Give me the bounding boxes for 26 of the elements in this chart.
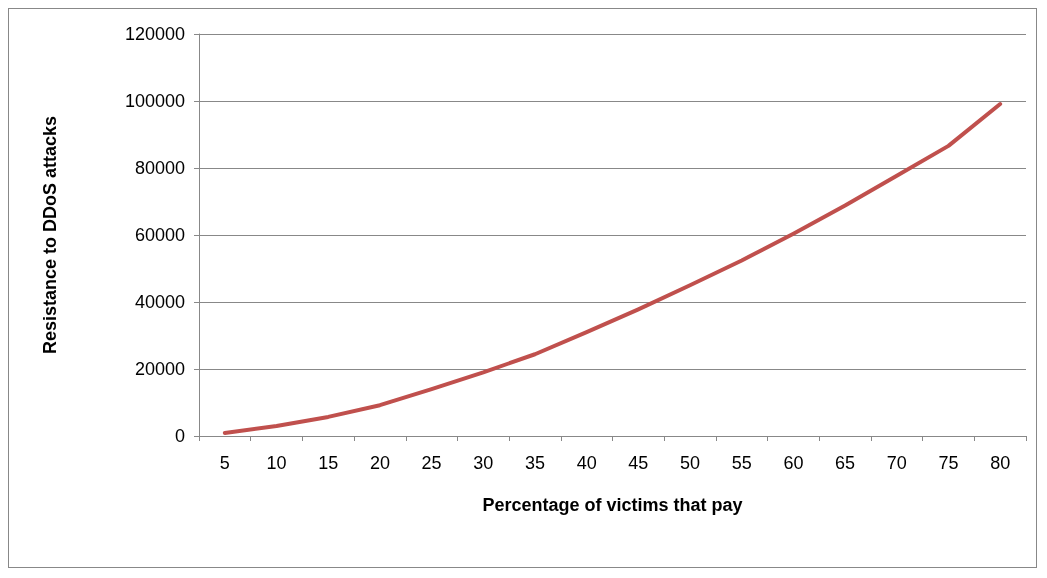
y-tick-label: 100000 bbox=[124, 91, 185, 111]
x-tick-label: 80 bbox=[990, 453, 1011, 473]
line-series bbox=[222, 102, 1003, 435]
y-tick-label: 20000 bbox=[134, 359, 185, 379]
x-tick-label: 65 bbox=[835, 453, 856, 473]
x-tick-label: 30 bbox=[473, 453, 494, 473]
x-tick-label: 5 bbox=[219, 453, 230, 473]
y-tick-label: 40000 bbox=[134, 292, 185, 312]
x-tick-label: 75 bbox=[938, 453, 959, 473]
x-tick-label: 40 bbox=[576, 453, 597, 473]
x-axis-title: Percentage of victims that pay bbox=[482, 495, 743, 515]
x-tick-label: 35 bbox=[524, 453, 545, 473]
x-tick-label: 45 bbox=[628, 453, 649, 473]
y-tick-label: 0 bbox=[174, 426, 185, 446]
y-axis-title: Resistance to DDoS attacks bbox=[40, 115, 60, 355]
y-tick-label: 80000 bbox=[134, 158, 185, 178]
x-tick-label: 60 bbox=[783, 453, 804, 473]
y-tick-label: 120000 bbox=[124, 24, 185, 44]
x-tick-label: 10 bbox=[266, 453, 287, 473]
x-tick-label: 55 bbox=[731, 453, 752, 473]
x-tick-label: 25 bbox=[421, 453, 442, 473]
y-tick-label: 60000 bbox=[134, 225, 185, 245]
x-tick-label: 70 bbox=[886, 453, 907, 473]
x-tick-label: 15 bbox=[318, 453, 339, 473]
x-tick-label: 50 bbox=[680, 453, 701, 473]
x-tick-label: 20 bbox=[369, 453, 390, 473]
